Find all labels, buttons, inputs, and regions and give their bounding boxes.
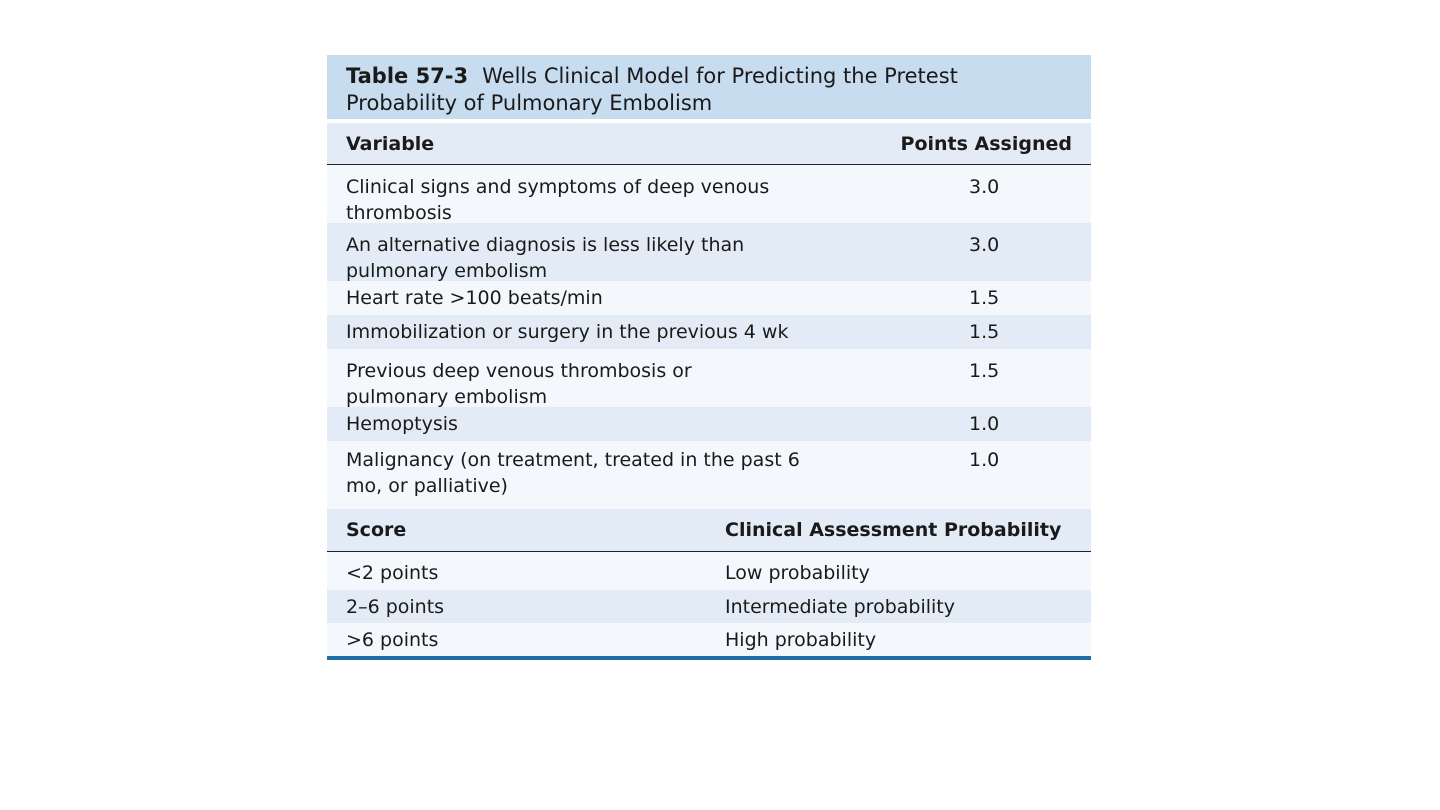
table-row: Clinical signs and symptoms of deep veno… (327, 165, 1091, 224)
points-cell: 1.5 (969, 287, 1000, 309)
score-cell: <2 points (346, 562, 439, 584)
table-row: Hemoptysis 1.0 (327, 407, 1091, 441)
variable-cell: Hemoptysis (346, 413, 458, 435)
variable-cell: Immobilization or surgery in the previou… (346, 321, 789, 343)
points-cell: 1.5 (969, 321, 1000, 343)
variable-cell: Previous deep venous thrombosis or pulmo… (346, 360, 692, 408)
variable-cell: Heart rate >100 beats/min (346, 287, 603, 309)
points-cell: 3.0 (969, 176, 1000, 198)
variable-cell: Malignancy (on treatment, treated in the… (346, 449, 800, 497)
table-row: An alternative diagnosis is less likely … (327, 223, 1091, 282)
points-cell: 3.0 (969, 234, 1000, 256)
bottom-rule (327, 656, 1091, 660)
probability-cell: High probability (725, 628, 877, 651)
score-column-header: Score (346, 519, 407, 541)
score-cell: >6 points (346, 628, 439, 651)
table-row: >6 points High probability (327, 623, 1091, 656)
variable-cell: Clinical signs and symptoms of deep veno… (346, 176, 770, 224)
points-cell: 1.0 (969, 413, 1000, 435)
table-row: Previous deep venous thrombosis or pulmo… (327, 349, 1091, 408)
score-header-row: Score Clinical Assessment Probability (327, 509, 1091, 552)
table-row: <2 points Low probability (327, 552, 1091, 590)
table-title: Wells Clinical Model for Predicting the … (346, 64, 958, 115)
points-cell: 1.0 (969, 449, 1000, 471)
points-column-header: Points Assigned (900, 132, 1072, 155)
score-cell: 2–6 points (346, 595, 445, 618)
points-cell: 1.5 (969, 360, 1000, 382)
table-row: Malignancy (on treatment, treated in the… (327, 441, 1091, 509)
wells-table: Table 57-3 Wells Clinical Model for Predi… (327, 55, 1091, 660)
variable-column-header: Variable (346, 132, 435, 155)
probability-cell: Intermediate probability (725, 595, 955, 618)
probability-column-header: Clinical Assessment Probability (725, 519, 1062, 541)
table-caption: Table 57-3 Wells Clinical Model for Predi… (327, 55, 1091, 123)
table-row: Heart rate >100 beats/min 1.5 (327, 281, 1091, 315)
table-row: Immobilization or surgery in the previou… (327, 315, 1091, 349)
probability-cell: Low probability (725, 562, 870, 584)
variables-header-row: Variable Points Assigned (327, 123, 1091, 165)
variable-cell: An alternative diagnosis is less likely … (346, 234, 745, 282)
table-row: 2–6 points Intermediate probability (327, 590, 1091, 623)
table-number: Table 57-3 (346, 64, 469, 88)
